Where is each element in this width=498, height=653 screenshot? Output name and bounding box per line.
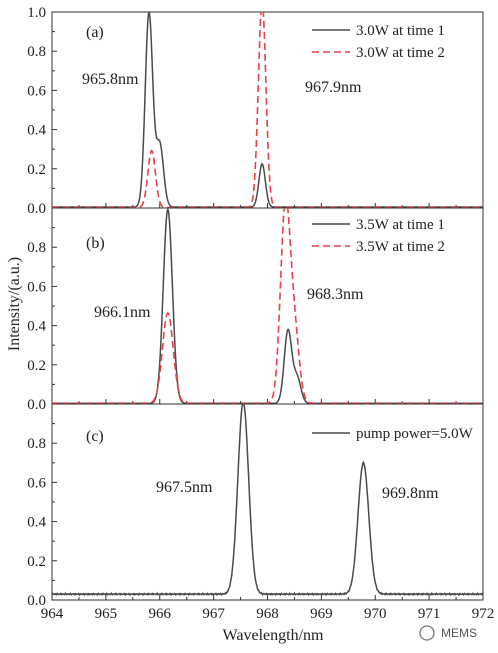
panel-1: 0.00.20.40.60.81.03.0W at time 13.0W at … xyxy=(27,5,484,217)
series-line-2 xyxy=(52,12,483,208)
x-tick-label: 971 xyxy=(418,606,441,622)
peak-annotation: 967.5nm xyxy=(156,479,213,496)
legend-entry: 3.0W at time 1 xyxy=(356,23,445,39)
wechat-icon xyxy=(419,625,435,641)
legend: 3.5W at time 1 3.5W at time 2 xyxy=(312,217,445,255)
x-tick-label: 966 xyxy=(149,606,172,622)
series-line-1 xyxy=(52,404,483,597)
y-tick-label: 0.6 xyxy=(27,83,46,99)
legend-entry: 3.5W at time 2 xyxy=(356,239,445,255)
series-line-2 xyxy=(52,208,483,404)
y-tick-label: 0.0 xyxy=(27,201,46,217)
y-tick-label: 0.2 xyxy=(27,358,46,374)
legend: 3.0W at time 1 3.0W at time 2 xyxy=(312,23,445,61)
y-tick-label: 0.0 xyxy=(27,593,46,609)
y-tick-label: 0.8 xyxy=(27,44,46,60)
watermark-text: MEMS xyxy=(441,626,477,640)
peak-annotation: 966.1nm xyxy=(94,304,151,321)
peak-annotation: 969.8nm xyxy=(382,485,439,502)
peak-annotation: 968.3nm xyxy=(307,286,364,303)
y-tick-label: 0.4 xyxy=(27,123,46,139)
x-tick-label: 964 xyxy=(41,606,64,622)
y-tick-label: 0.6 xyxy=(27,475,46,491)
legend-entry: 3.0W at time 2 xyxy=(356,45,445,61)
legend-entry: pump power=5.0W xyxy=(356,426,474,442)
x-tick-label: 967 xyxy=(202,606,225,622)
peak-annotation: 967.9nm xyxy=(305,79,362,96)
y-tick-label: 0.6 xyxy=(27,279,46,295)
x-tick-label: 969 xyxy=(310,606,333,622)
x-tick-label: 965 xyxy=(95,606,118,622)
panel-tag: (c) xyxy=(86,428,104,445)
y-axis-label: Intensity/(a.u.) xyxy=(6,257,23,351)
watermark: MEMS xyxy=(419,625,477,641)
y-tick-label: 0.2 xyxy=(27,162,46,178)
x-tick-label: 968 xyxy=(256,606,279,622)
y-tick-label: 0.4 xyxy=(27,515,46,531)
y-tick-label: 0.0 xyxy=(27,397,46,413)
panel-2: 0.00.20.40.60.83.5W at time 13.5W at tim… xyxy=(27,207,484,413)
y-tick-label: 0.8 xyxy=(27,240,46,256)
x-tick-label: 972 xyxy=(472,606,495,622)
y-tick-label: 0.8 xyxy=(27,436,46,452)
peak-annotation: 965.8nm xyxy=(82,71,139,88)
x-axis-label: Wavelength/nm xyxy=(223,627,324,644)
legend: pump power=5.0W xyxy=(312,426,474,442)
y-tick-label: 0.4 xyxy=(27,319,46,335)
legend-entry: 3.5W at time 1 xyxy=(356,217,445,233)
x-tick-label: 970 xyxy=(364,606,387,622)
y-tick-label: 1.0 xyxy=(27,5,46,21)
panel-3: 0.0 0.2 0.4 0.6 0.8 964 965 966 967 968 969 970 971 9… xyxy=(27,403,495,622)
panel-tag: (b) xyxy=(86,235,105,252)
panel-tag: (a) xyxy=(86,24,104,41)
y-tick-label: 0.2 xyxy=(27,554,46,570)
